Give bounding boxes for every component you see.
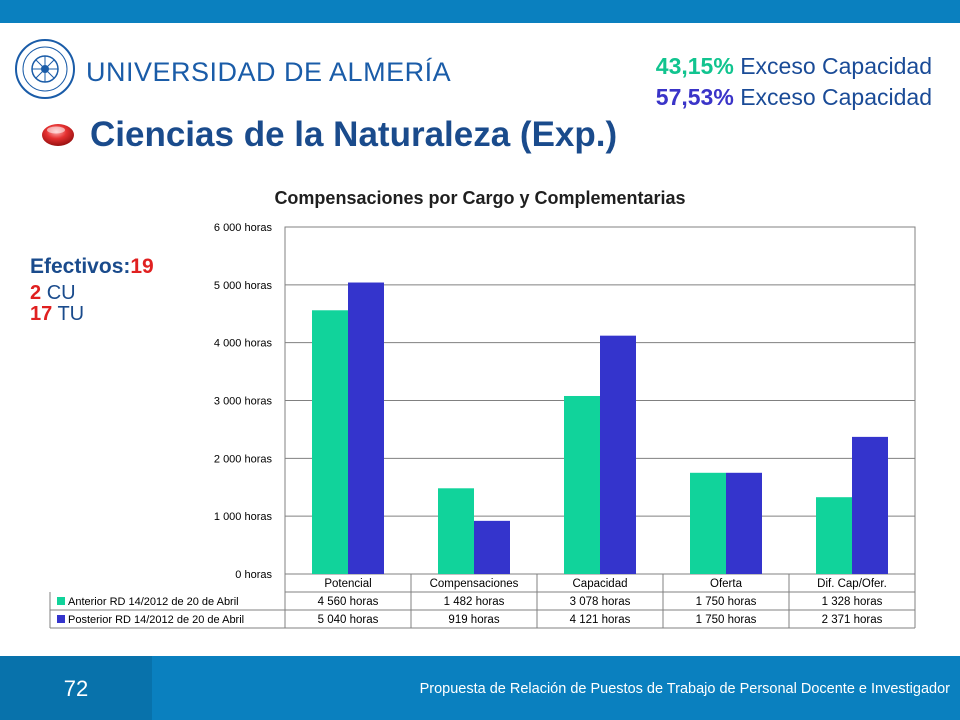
cu-count: 2	[30, 282, 42, 304]
legend-swatch	[57, 597, 65, 605]
data-table-value: 1 328 horas	[822, 596, 883, 608]
exceso-anterior-label: Exceso Capacidad	[740, 53, 932, 79]
data-table-value: 5 040 horas	[318, 614, 379, 626]
data-table-value: 4 560 horas	[318, 596, 379, 608]
x-category-label: Dif. Cap/Ofer.	[817, 578, 887, 590]
bar-anterior	[438, 488, 474, 574]
exceso-posterior-percent: 57,53%	[655, 84, 734, 110]
bar-posterior	[600, 335, 636, 574]
top-bar	[0, 0, 960, 23]
efectivos-value: 19	[130, 255, 154, 278]
bar-posterior	[852, 436, 888, 574]
y-tick-label: 4 000 horas	[214, 338, 273, 350]
y-tick-label: 5 000 horas	[214, 280, 273, 292]
exceso-anterior: 43,15% Exceso Capacidad	[656, 53, 932, 80]
red-bullet-icon	[42, 124, 74, 146]
y-tick-label: 2 000 horas	[214, 453, 273, 465]
x-category-label: Capacidad	[573, 578, 628, 590]
university-name: UNIVERSIDAD DE ALMERÍA	[86, 57, 452, 87]
bar-posterior	[348, 282, 384, 574]
y-tick-label: 3 000 horas	[214, 396, 273, 408]
efectivos-box: Efectivos:19 2 CU 17 TU	[30, 256, 154, 325]
bar-posterior	[726, 472, 762, 574]
exceso-anterior-percent: 43,15%	[655, 53, 734, 79]
x-category-label: Oferta	[710, 578, 743, 590]
bar-anterior	[690, 472, 726, 574]
cu-label: CU	[46, 282, 76, 304]
data-table-value: 1 750 horas	[696, 614, 757, 626]
footer-bar: 72 Propuesta de Relación de Puestos de T…	[0, 656, 960, 720]
footer-page-box: 72	[0, 656, 152, 720]
legend-series-name: Posterior RD 14/2012 de 20 de Abril	[68, 614, 244, 626]
data-table-value: 1 482 horas	[444, 596, 505, 608]
tu-label: TU	[57, 303, 85, 325]
y-tick-label: 6 000 horas	[214, 222, 273, 234]
university-seal-icon	[15, 39, 75, 99]
data-table-value: 4 121 horas	[570, 614, 631, 626]
legend-swatch	[57, 615, 65, 623]
data-table-value: 919 horas	[448, 614, 499, 626]
page-number: 72	[63, 676, 89, 701]
tu-count: 17	[30, 303, 53, 325]
data-table-value: 2 371 horas	[822, 614, 883, 626]
bar-anterior	[564, 395, 600, 574]
y-tick-label: 1 000 horas	[214, 511, 273, 523]
efectivos-label: Efectivos:	[30, 255, 131, 278]
data-table-value: 1 750 horas	[696, 596, 757, 608]
x-category-label: Compensaciones	[430, 578, 519, 590]
bar-posterior	[474, 520, 510, 574]
y-tick-label: 0 horas	[235, 569, 272, 581]
exceso-posterior-label: Exceso Capacidad	[740, 84, 932, 110]
legend-series-name: Anterior RD 14/2012 de 20 de Abril	[68, 596, 239, 608]
data-table-value: 3 078 horas	[570, 596, 631, 608]
x-category-label: Potencial	[324, 578, 371, 590]
footer-text: Propuesta de Relación de Puestos de Trab…	[419, 681, 950, 697]
chart-title: Compensaciones por Cargo y Complementari…	[274, 188, 685, 208]
bar-anterior	[816, 497, 852, 574]
bar-anterior	[312, 310, 348, 574]
page-title: Ciencias de la Naturaleza (Exp.)	[90, 115, 618, 154]
exceso-posterior: 57,53% Exceso Capacidad	[656, 84, 932, 111]
